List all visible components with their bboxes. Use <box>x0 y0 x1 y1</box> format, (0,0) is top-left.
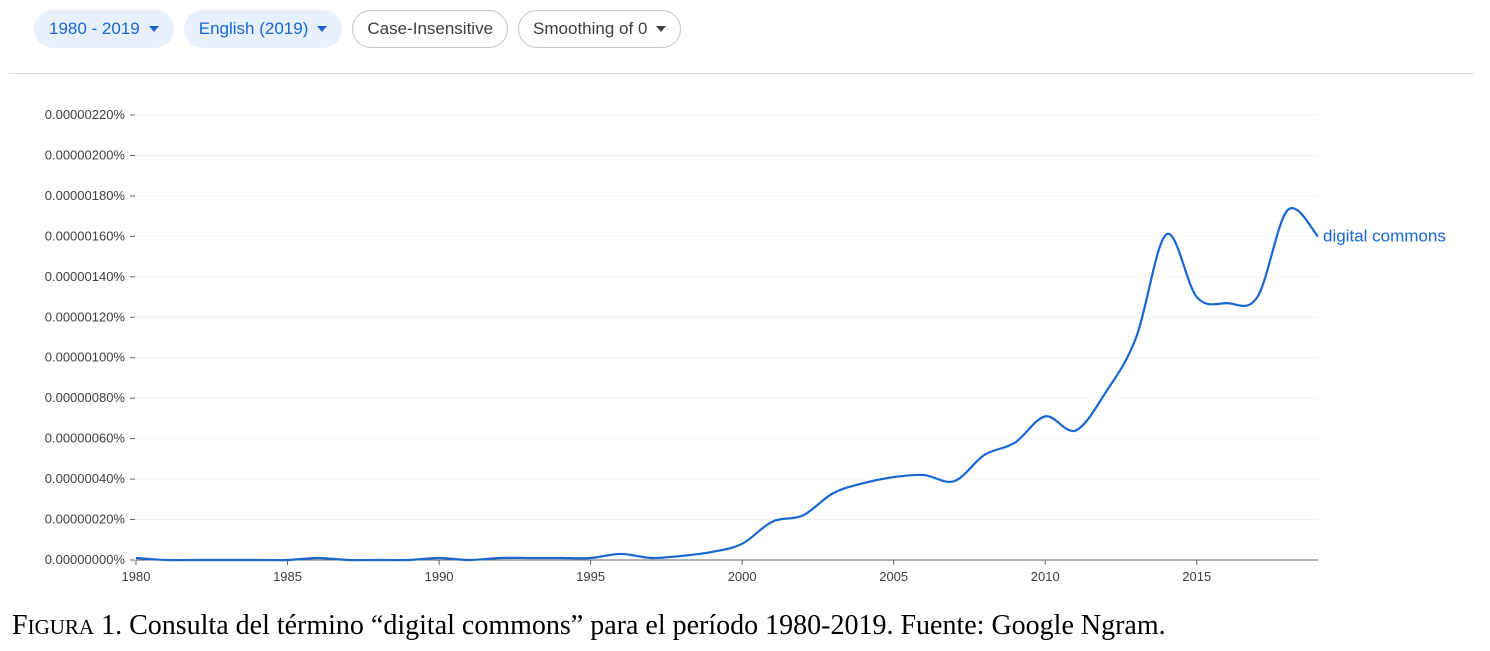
y-tick-label: 0.00000040% <box>45 471 126 486</box>
corpus-label: English (2019) <box>198 19 309 38</box>
chevron-down-icon <box>656 26 667 32</box>
caption-smallcaps: IGURA <box>27 615 95 639</box>
series-layer: digital commons <box>135 207 1446 562</box>
caption-initial: F <box>12 610 28 641</box>
y-tick-label: 0.00000000% <box>45 552 126 567</box>
toolbar-divider <box>10 73 1474 74</box>
x-tick-label: 2000 <box>728 569 757 584</box>
year-range-dropdown[interactable]: 1980 - 2019 <box>34 10 174 48</box>
y-tick-label: 0.00000180% <box>45 188 126 203</box>
ngram-toolbar: 1980 - 2019 English (2019) Case-Insensit… <box>34 10 682 48</box>
series-label[interactable]: digital commons <box>1323 226 1446 245</box>
figure-caption: FIGURA 1. Consulta del término “digital … <box>12 610 1166 642</box>
y-tick-label: 0.00000160% <box>45 228 126 243</box>
x-tick-label: 1985 <box>273 569 302 584</box>
x-axis: 1980 1985 1990 1995 2000 2005 2010 2015 <box>122 559 1318 584</box>
smoothing-label: Smoothing of 0 <box>533 19 648 38</box>
series-line-digital-commons[interactable] <box>135 207 1319 562</box>
y-tick-label: 0.00000020% <box>45 512 126 527</box>
smoothing-dropdown[interactable]: Smoothing of 0 <box>518 10 682 48</box>
year-range-label: 1980 - 2019 <box>49 19 140 38</box>
grid-layer <box>136 114 1318 521</box>
x-tick-label: 1995 <box>576 569 605 584</box>
y-tick-label: 0.00000200% <box>45 147 126 162</box>
x-tick-label: 2010 <box>1031 569 1060 584</box>
x-tick-label: 2015 <box>1182 569 1211 584</box>
x-tick-label: 1990 <box>425 569 454 584</box>
y-tick-label: 0.00000080% <box>45 390 126 405</box>
y-tick-label: 0.00000140% <box>45 269 126 284</box>
case-insensitive-toggle[interactable]: Case-Insensitive <box>352 10 509 48</box>
x-tick-label: 1980 <box>122 569 151 584</box>
y-axis: 0.00000220% 0.00000200% 0.00000180% 0.00000… <box>45 107 135 567</box>
y-tick-label: 0.00000100% <box>45 350 126 365</box>
chevron-down-icon <box>317 26 328 32</box>
y-tick-label: 0.00000060% <box>45 431 126 446</box>
y-tick-label: 0.00000220% <box>45 107 126 122</box>
chevron-down-icon <box>148 26 159 32</box>
case-insensitive-label: Case-Insensitive <box>367 19 494 38</box>
y-tick-label: 0.00000120% <box>45 309 126 324</box>
caption-text: 1. Consulta del término “digital commons… <box>94 610 1166 641</box>
corpus-dropdown[interactable]: English (2019) <box>183 10 343 48</box>
x-tick-label: 2005 <box>879 569 908 584</box>
ngram-chart: 0.00000220% 0.00000200% 0.00000180% 0.00000… <box>45 107 1446 584</box>
